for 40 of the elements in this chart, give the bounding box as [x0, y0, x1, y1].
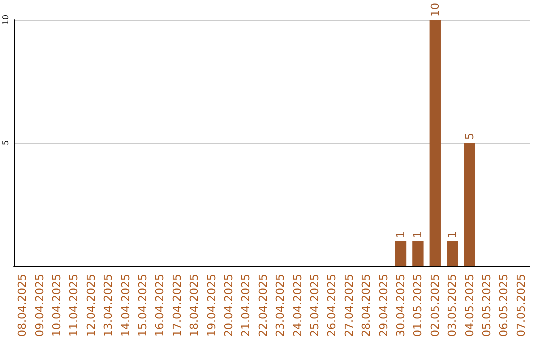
x-tick-label: 18.04.2025 — [188, 274, 202, 338]
x-tick-label: 27.04.2025 — [342, 274, 356, 338]
data-label: 1 — [394, 231, 408, 238]
x-tick-label: 28.04.2025 — [360, 274, 374, 338]
x-tick-label: 10.04.2025 — [50, 274, 64, 338]
x-tick-label: 23.04.2025 — [274, 274, 288, 338]
x-tick-label: 14.04.2025 — [119, 274, 132, 338]
bar — [447, 241, 458, 266]
x-tick-label: 30.04.2025 — [394, 274, 408, 338]
x-tick-label: 12.04.2025 — [84, 274, 98, 338]
x-tick-label: 06.05.2025 — [498, 274, 511, 338]
x-tick-label: 02.05.2025 — [428, 274, 442, 338]
x-tick-label: 07.05.2025 — [514, 274, 528, 338]
bar — [412, 241, 424, 266]
data-label: 1 — [446, 231, 460, 238]
data-label: 5 — [463, 133, 476, 140]
x-tick-label: 20.04.2025 — [222, 274, 236, 338]
x-tick-label: 15.04.2025 — [136, 274, 150, 338]
x-tick-label: 25.04.2025 — [308, 274, 322, 338]
x-tick-label: 26.04.2025 — [326, 274, 339, 338]
x-tick-label: 03.05.2025 — [446, 274, 460, 338]
x-tick-label: 21.04.2025 — [240, 274, 253, 338]
x-tick-label: 19.04.2025 — [205, 274, 218, 338]
bar — [464, 143, 476, 266]
x-tick-label: 29.04.2025 — [377, 274, 390, 338]
bar — [430, 20, 441, 266]
x-tick-label: 08.04.2025 — [16, 274, 30, 338]
x-tick-label: 22.04.2025 — [256, 274, 270, 338]
x-tick-label: 16.04.2025 — [154, 274, 167, 338]
bar — [395, 241, 407, 266]
x-tick-label: 01.05.2025 — [412, 274, 425, 338]
x-tick-label: 24.04.2025 — [291, 274, 304, 338]
x-tick-label: 05.05.2025 — [480, 274, 494, 338]
x-tick-label: 11.04.2025 — [68, 274, 81, 338]
x-tick-label: 04.05.2025 — [463, 274, 476, 338]
x-tick-label: 13.04.2025 — [102, 274, 116, 338]
data-label: 10 — [428, 3, 442, 17]
x-tick-label: 17.04.2025 — [170, 274, 184, 338]
data-label: 1 — [412, 231, 425, 238]
x-tick-label: 09.04.2025 — [33, 274, 46, 338]
